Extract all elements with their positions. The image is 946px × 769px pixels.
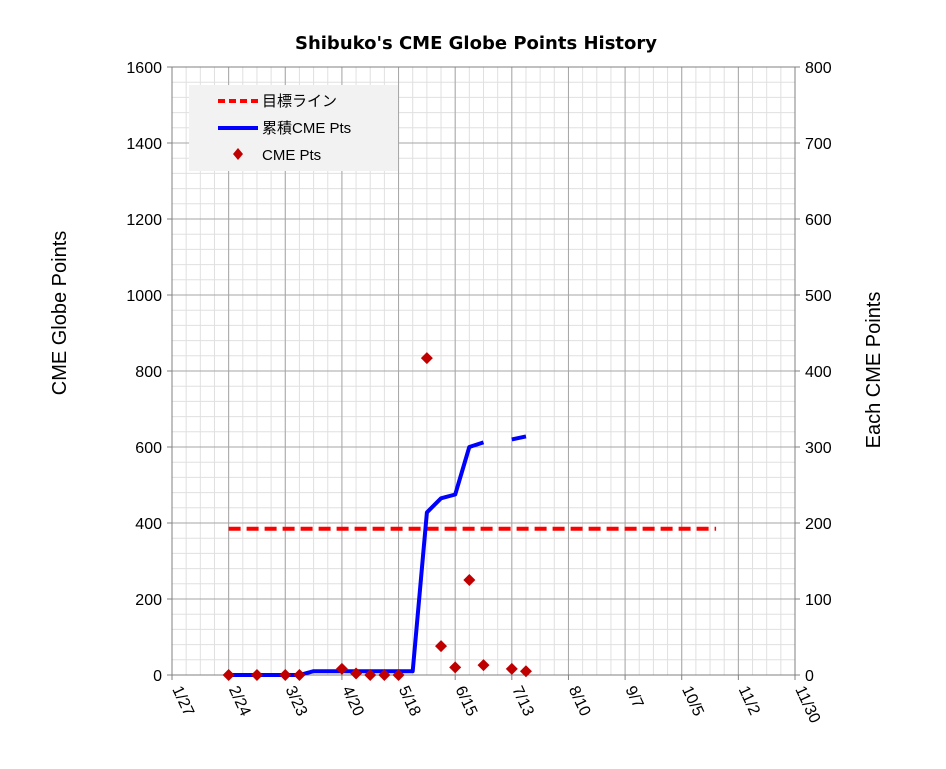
series-layer [222, 352, 717, 681]
x-tick-label: 6/15 [452, 684, 481, 719]
y2-axis-ticks: 0 100 200 300 400 500 600 700 800 [795, 60, 832, 685]
x-tick-label: 1/27 [168, 684, 197, 719]
legend-label-cme: CME Pts [262, 147, 321, 164]
y-tick-label: 1000 [126, 288, 162, 305]
x-axis-ticks: 1/27 2/24 3/23 4/20 5/18 6/15 7/13 8/10 9/7 10/5 1… [168, 675, 823, 726]
x-tick-label: 11/2 [735, 684, 763, 718]
legend-marker-cme [233, 148, 243, 160]
y-axis-ticks: 0 200 400 600 800 1000 1200 1400 1600 [126, 60, 172, 685]
y2-tick-label: 100 [805, 592, 832, 609]
y2-tick-label: 500 [805, 288, 832, 305]
cme-point-marker [449, 661, 462, 674]
y-axis-title: CME Globe Points [49, 231, 71, 396]
cme-point-marker [463, 574, 476, 586]
y2-axis-title: Each CME Points [863, 292, 885, 449]
cme-point-marker [392, 669, 405, 681]
y-tick-label: 1600 [126, 60, 162, 77]
x-tick-label: 4/20 [338, 684, 367, 719]
y-tick-label: 400 [135, 516, 162, 533]
cme-point-marker [519, 665, 532, 678]
legend-label-cumulative: 累積CME Pts [262, 120, 351, 137]
cme-point-marker [477, 659, 490, 672]
y-tick-label: 200 [135, 592, 162, 609]
y-tick-label: 600 [135, 440, 162, 457]
cme-point-marker [364, 669, 377, 681]
y-tick-label: 0 [153, 668, 162, 685]
y2-tick-label: 300 [805, 440, 832, 457]
y2-tick-label: 0 [805, 668, 814, 685]
x-tick-label: 5/18 [395, 684, 424, 719]
cme-point-marker [250, 669, 263, 681]
cme-point-marker [293, 669, 306, 681]
cumulative-line-segment [228, 440, 485, 677]
cme-point-marker [505, 662, 518, 675]
cme-point-marker [279, 669, 292, 681]
cumulative-line-segment [511, 434, 527, 442]
x-tick-label: 9/7 [621, 684, 646, 711]
x-tick-label: 11/30 [791, 684, 823, 726]
legend-label-target: 目標ライン [262, 93, 337, 110]
cme-point-marker [420, 352, 433, 365]
x-tick-label: 10/5 [678, 684, 707, 719]
y2-tick-label: 700 [805, 136, 832, 153]
x-tick-label: 3/23 [282, 684, 311, 719]
x-tick-label: 7/13 [508, 684, 537, 719]
chart-title: Shibuko's CME Globe Points History [295, 33, 657, 54]
y2-tick-label: 800 [805, 60, 832, 77]
y2-tick-label: 600 [805, 212, 832, 229]
x-tick-label: 2/24 [225, 684, 254, 719]
y2-tick-label: 200 [805, 516, 832, 533]
y-tick-label: 1200 [126, 212, 162, 229]
cme-point-marker [435, 640, 448, 653]
cme-point-marker [222, 669, 235, 681]
cme-point-marker [350, 667, 363, 680]
y-tick-label: 800 [135, 364, 162, 381]
cme-point-marker [335, 662, 348, 675]
y-tick-label: 1400 [126, 136, 162, 153]
legend: 目標ライン 累積CME Pts CME Pts [189, 85, 398, 171]
y2-tick-label: 400 [805, 364, 832, 381]
x-tick-label: 8/10 [565, 684, 594, 719]
cme-point-marker [378, 669, 391, 681]
